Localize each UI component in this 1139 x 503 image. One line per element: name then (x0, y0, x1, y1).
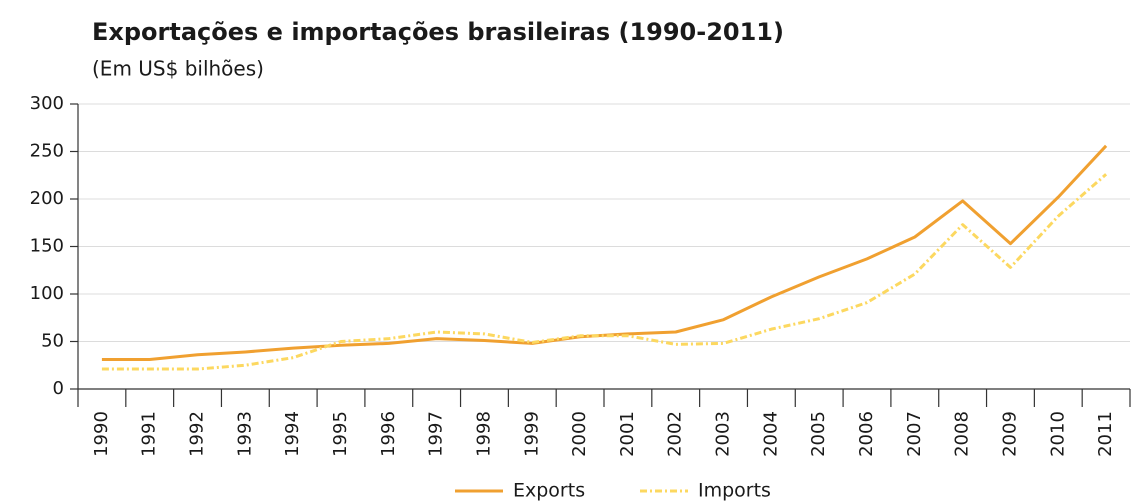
y-tick-label: 200 (30, 188, 64, 209)
x-tick-label: 1990 (91, 411, 112, 457)
x-tick-label: 2009 (999, 411, 1020, 457)
x-tick-label: 2002 (665, 411, 686, 457)
y-tick-label: 100 (30, 283, 64, 304)
chart-title: Exportações e importações brasileiras (1… (92, 18, 784, 46)
x-tick-label: 1999 (521, 411, 542, 457)
x-tick-label: 1995 (330, 411, 351, 457)
x-tick-label: 1992 (187, 411, 208, 457)
x-tick-label: 2007 (904, 411, 925, 457)
series-line (101, 173, 1108, 371)
x-tick-label: 2000 (569, 411, 590, 457)
x-tick-label: 2005 (808, 411, 829, 457)
x-tick-label: 2003 (713, 411, 734, 457)
x-tick-label: 1991 (139, 411, 160, 457)
x-tick-label: 1997 (426, 411, 447, 457)
y-tick-label: 150 (30, 236, 64, 257)
x-tick-label: 2010 (1047, 411, 1068, 457)
y-tick-label: 0 (53, 378, 64, 399)
legend-label: Imports (698, 480, 771, 502)
x-tick-label: 2004 (760, 411, 781, 457)
x-tick-label: 2001 (617, 411, 638, 457)
x-tick-label: 1994 (282, 411, 303, 457)
y-tick-label: 250 (30, 141, 64, 162)
y-tick-label: 300 (30, 93, 64, 114)
series-line (101, 144, 1108, 362)
x-tick-label: 1996 (378, 411, 399, 457)
x-tick-label: 2008 (952, 411, 973, 457)
chart-subtitle: (Em US$ bilhões) (92, 57, 264, 81)
x-tick-label: 1998 (473, 411, 494, 457)
legend-label: Exports (513, 480, 585, 502)
x-tick-label: 1993 (234, 411, 255, 457)
x-tick-label: 2006 (856, 411, 877, 457)
x-tick-label: 2011 (1095, 411, 1116, 457)
y-tick-label: 50 (41, 331, 64, 352)
